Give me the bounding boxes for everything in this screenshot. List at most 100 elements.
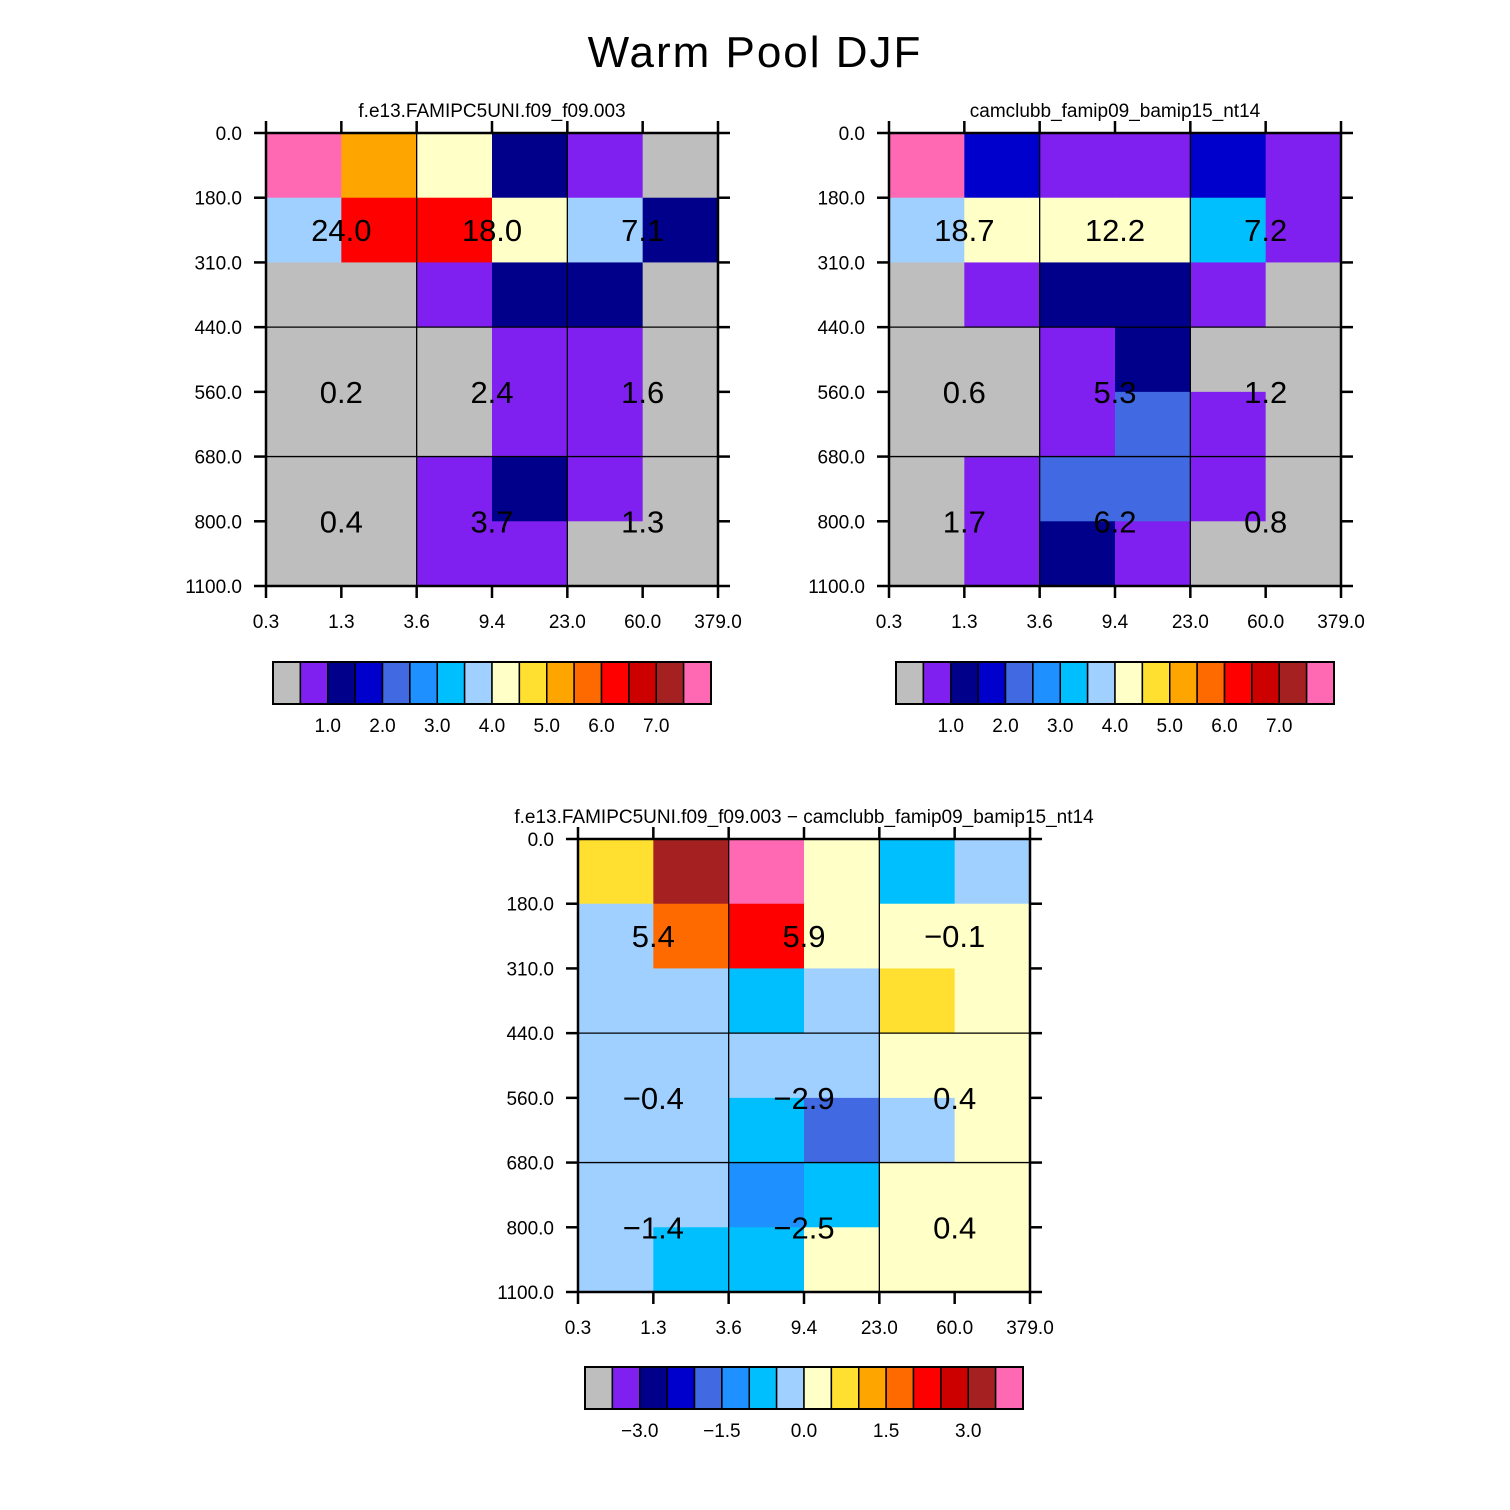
panel-title: camclubb_famip09_bamip15_nt14: [970, 101, 1261, 122]
heatmap-cell: [1115, 262, 1191, 328]
x-tick-label: 379.0: [1317, 612, 1365, 633]
cell-annotation: 0.6: [943, 375, 986, 410]
heatmap-cell: [567, 521, 644, 587]
heatmap-cell: [954, 1162, 1031, 1228]
colorbar-label: 5.0: [1157, 716, 1183, 737]
colorbar-frame: [895, 661, 1335, 705]
heatmap-cell: [728, 1097, 805, 1164]
heatmap-cell: [492, 521, 568, 587]
heatmap-panel-3: f.e13.FAMIPC5UNI.f09_f09.003 − camclubb_…: [497, 807, 1094, 1442]
heatmap-cell: [889, 133, 965, 199]
colorbar-swatch: [1032, 661, 1061, 705]
x-tick-label: 9.4: [791, 1318, 818, 1339]
heatmap-cell: [804, 903, 880, 970]
colorbar-label: 4.0: [479, 716, 505, 737]
heatmap-cell: [416, 327, 493, 393]
colorbar-label: 2.0: [369, 716, 395, 737]
heatmap-cell: [879, 1227, 956, 1293]
y-tick-label: 800.0: [817, 512, 865, 533]
colorbar-swatch: [299, 661, 329, 705]
heatmap-cell: [642, 197, 719, 264]
heatmap-cell: [964, 133, 1041, 199]
heatmap-cell: [416, 197, 493, 264]
heatmap-cell: [1115, 327, 1191, 393]
colorbar-swatch: [584, 1366, 614, 1410]
cell-annotation: 1.6: [621, 375, 664, 410]
colorbar-label: 1.0: [938, 716, 964, 737]
y-tick-label: 180.0: [506, 895, 554, 916]
colorbar-swatch: [721, 1366, 750, 1410]
colorbar-swatch: [573, 661, 603, 705]
heatmap-cell: [879, 839, 956, 905]
cell-annotation: 12.2: [1085, 213, 1145, 248]
y-tick-label: 680.0: [817, 448, 865, 469]
y-tick-label: 180.0: [817, 189, 865, 210]
heatmap-cell: [1190, 327, 1267, 393]
heatmap-cell: [653, 1162, 730, 1228]
y-tick-label: 560.0: [817, 383, 865, 404]
heatmap-cell: [341, 133, 418, 199]
heatmap-cell: [1115, 456, 1191, 522]
heatmap-cell: [964, 262, 1041, 328]
y-tick-label: 180.0: [194, 189, 242, 210]
heatmap-cell: [578, 839, 654, 905]
colorbar-label: 3.0: [955, 1421, 981, 1442]
heatmap-cell: [879, 1162, 956, 1228]
heatmap-cell: [964, 197, 1041, 264]
heatmap-cell: [653, 1097, 730, 1164]
heatmap-cell: [341, 197, 418, 264]
panel-title: f.e13.FAMIPC5UNI.f09_f09.003: [358, 101, 625, 122]
x-tick-label: 23.0: [1172, 612, 1209, 633]
colorbar-swatch: [1141, 661, 1171, 705]
x-tick-label: 60.0: [936, 1318, 973, 1339]
x-tick-label: 1.3: [640, 1318, 666, 1339]
heatmap-cell: [1265, 391, 1342, 458]
cell-annotation: 0.4: [933, 1210, 976, 1245]
colorbar-swatch: [611, 1366, 641, 1410]
cell-annotation: 2.4: [470, 375, 513, 410]
cell-annotation: 1.2: [1244, 375, 1287, 410]
colorbar-swatch: [830, 1366, 860, 1410]
heatmap-cell: [1265, 456, 1342, 522]
heatmap-cell: [804, 968, 880, 1034]
heatmap-cell: [1190, 456, 1267, 522]
colorbar-swatch: [327, 661, 356, 705]
heatmap-cell: [954, 968, 1031, 1034]
heatmap-cell: [889, 197, 965, 264]
heatmap-cell: [578, 968, 654, 1034]
colorbar-label: 5.0: [534, 716, 560, 737]
cell-annotation: 6.2: [1093, 504, 1136, 539]
colorbar-swatch: [600, 661, 630, 705]
x-tick-label: 9.4: [479, 612, 506, 633]
y-tick-label: 680.0: [506, 1154, 554, 1175]
heatmap-cell: [1039, 327, 1116, 393]
heatmap-cell: [341, 456, 418, 522]
colorbar-swatch: [1196, 661, 1226, 705]
x-tick-label: 23.0: [549, 612, 586, 633]
colorbar-swatch: [912, 1366, 942, 1410]
heatmap-cell: [1265, 262, 1342, 328]
colorbar-label: 6.0: [588, 716, 614, 737]
heatmap-cell: [653, 1227, 730, 1293]
heatmap-cell: [567, 391, 644, 458]
colorbar-swatch: [858, 1366, 887, 1410]
colorbar-label: 1.0: [315, 716, 341, 737]
colorbar-swatch: [977, 661, 1007, 705]
colorbar-swatch: [639, 1366, 668, 1410]
heatmap-cell: [266, 521, 342, 587]
colorbar-swatch: [354, 661, 384, 705]
heatmap-cell: [1265, 197, 1342, 264]
y-tick-label: 560.0: [194, 383, 242, 404]
heatmap-cell: [492, 197, 568, 264]
x-tick-label: 0.3: [253, 612, 279, 633]
colorbar-swatch: [1086, 661, 1116, 705]
heatmap-cell: [1039, 456, 1116, 522]
heatmap-cell: [416, 262, 493, 328]
heatmap-cell: [642, 327, 719, 393]
colorbar-swatch: [885, 1366, 915, 1410]
heatmap-cell: [964, 327, 1041, 393]
heatmap-cell: [416, 133, 493, 199]
x-tick-label: 0.3: [876, 612, 902, 633]
heatmap-cell: [879, 968, 956, 1034]
heatmap-cell: [804, 839, 880, 905]
